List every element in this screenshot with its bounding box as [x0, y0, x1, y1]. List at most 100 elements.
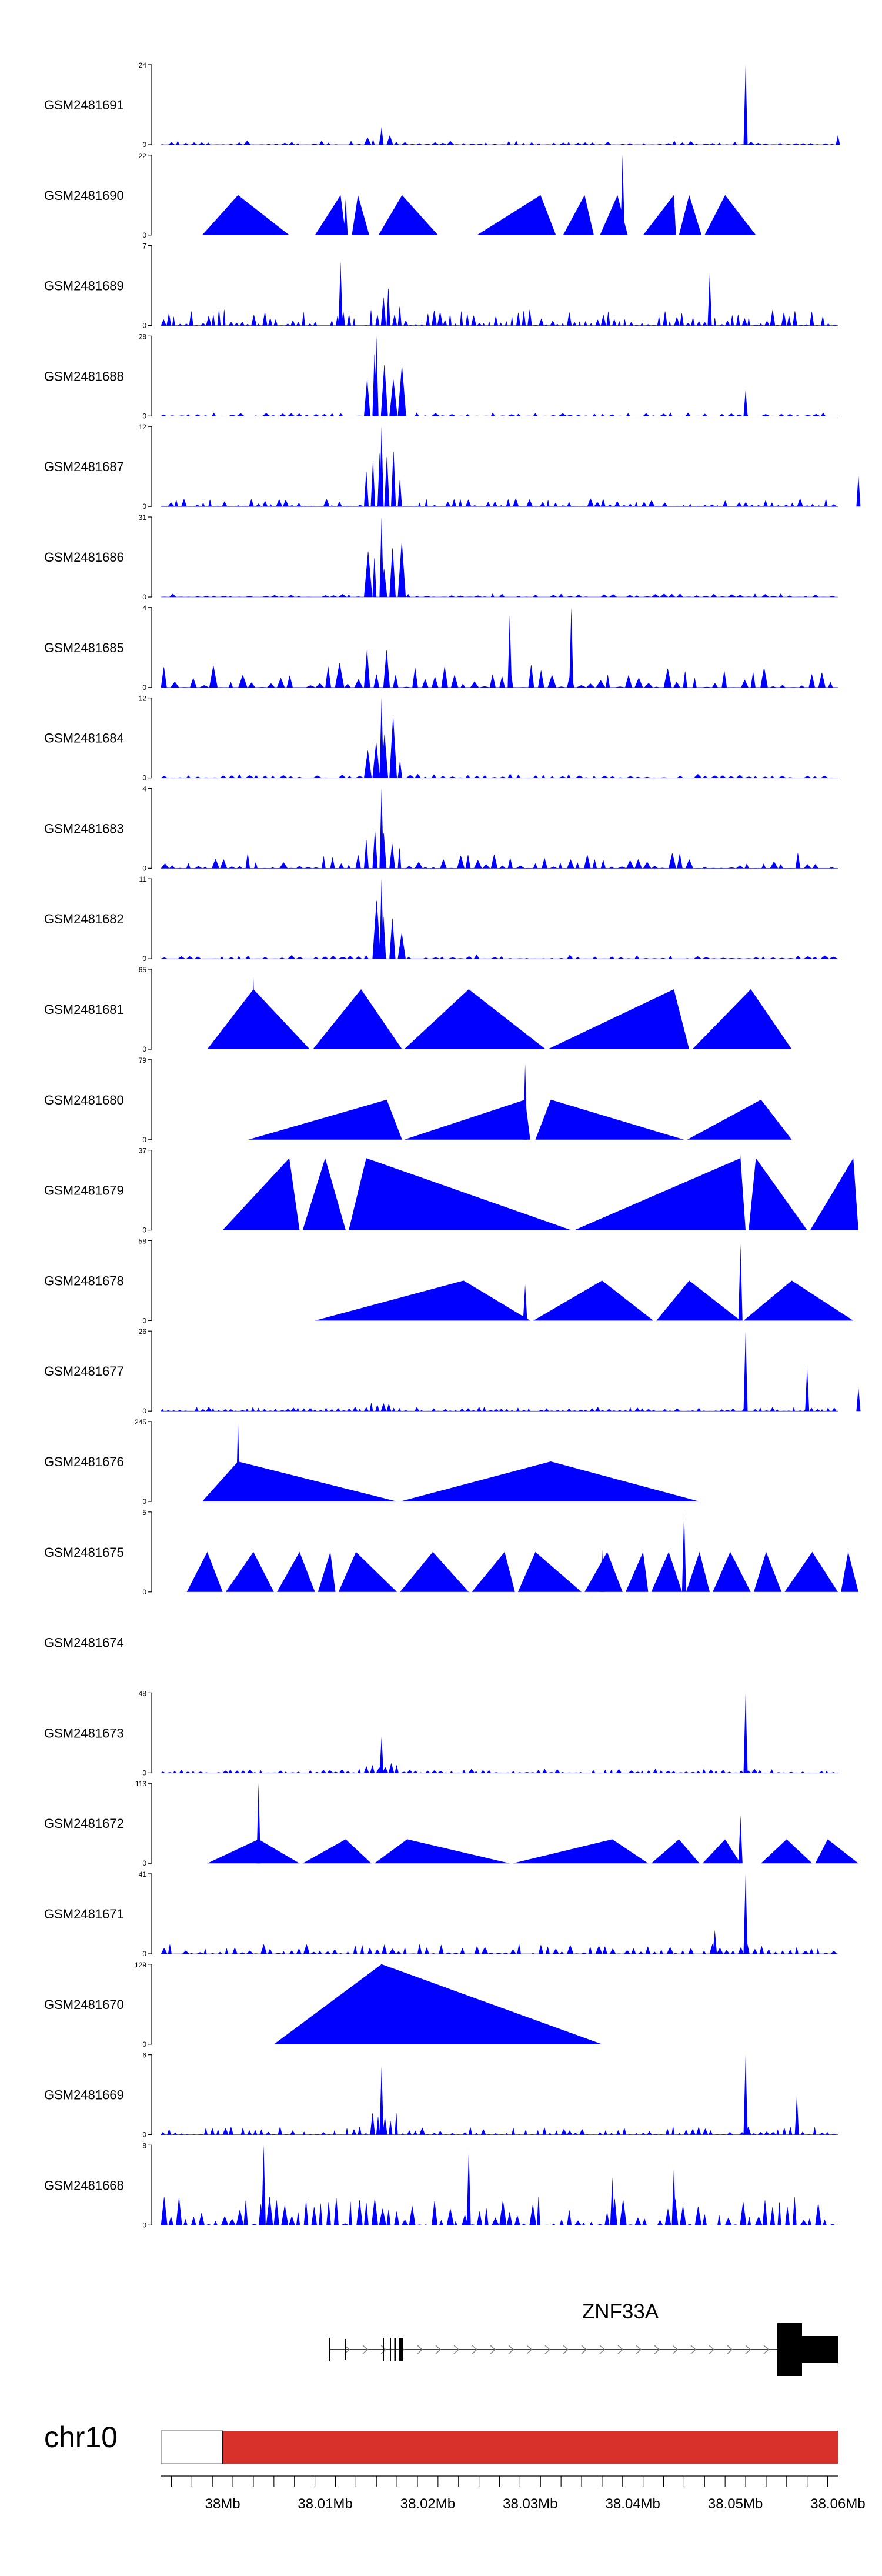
gene-exon: [390, 2338, 391, 2361]
coverage-block: [207, 989, 310, 1049]
coverage-peak: [379, 788, 384, 869]
coverage-block: [202, 1461, 397, 1501]
coverage-block: [743, 1280, 854, 1321]
y-min-label: 0: [142, 2040, 146, 2048]
y-min-label: 0: [142, 1859, 146, 1867]
track-GSM2481672: GSM2481672 113 0: [44, 1780, 858, 1867]
gene-model-ZNF33A: ZNF33A: [329, 2300, 838, 2376]
y-max-label: 28: [139, 332, 147, 341]
gene-exon: [399, 2338, 403, 2361]
strand-arrow: [709, 2345, 714, 2354]
coverage-peak: [743, 389, 748, 416]
track-label: GSM2481685: [44, 640, 124, 655]
axis-tick-label: 38.05Mb: [708, 2496, 763, 2512]
coverage-peak: [743, 1331, 748, 1412]
gene-name-label: ZNF33A: [582, 2300, 659, 2323]
coverage-peak: [261, 2145, 266, 2225]
strand-arrow: [508, 2345, 514, 2354]
y-min-label: 0: [142, 593, 146, 601]
track-label: GSM2481678: [44, 1273, 124, 1288]
strand-arrow: [380, 2345, 386, 2354]
strand-arrow: [344, 2345, 350, 2354]
coverage-block: [202, 195, 289, 235]
coverage-block: [749, 1158, 807, 1230]
ideogram-highlight: [222, 2431, 838, 2464]
coverage-block: [374, 1839, 510, 1864]
coverage-area: [161, 451, 838, 507]
coverage-block: [686, 1551, 710, 1592]
coverage-peak: [236, 1422, 240, 1501]
coverage-block: [704, 195, 756, 235]
coverage-block: [679, 195, 702, 235]
coverage-block: [273, 1964, 602, 2044]
coverage-peak: [671, 2169, 676, 2225]
coverage-block: [400, 1461, 700, 1501]
strand-arrow: [599, 2345, 605, 2354]
coverage-peak: [379, 698, 384, 778]
coverage-peak: [743, 1693, 748, 1773]
y-min-label: 0: [142, 1950, 146, 1958]
y-min-label: 0: [142, 1226, 146, 1234]
coverage-block: [400, 1551, 469, 1592]
coverage-peak: [600, 1548, 604, 1592]
y-min-label: 0: [142, 1407, 146, 1415]
y-max-label: 22: [139, 152, 147, 160]
coverage-peak: [251, 977, 256, 1049]
coverage-block: [584, 1551, 623, 1592]
track-GSM2481686: GSM2481686 31 0: [44, 513, 838, 601]
coverage-block: [315, 195, 346, 235]
coverage-peak: [507, 615, 512, 688]
y-min-label: 0: [142, 864, 146, 872]
coverage-block: [702, 1839, 741, 1864]
coverage-block: [248, 1099, 402, 1140]
y-min-label: 0: [142, 1588, 146, 1596]
track-label: GSM2481689: [44, 279, 124, 293]
coverage-peak: [569, 607, 574, 688]
coverage-peak: [523, 1284, 527, 1321]
track-GSM2481685: GSM2481685 4 0: [44, 604, 838, 692]
strand-arrow: [490, 2345, 496, 2354]
y-min-label: 0: [142, 2221, 146, 2229]
track-label: GSM2481668: [44, 2178, 124, 2193]
coverage-block: [810, 1158, 858, 1230]
strand-arrow: [672, 2345, 678, 2354]
y-max-label: 4: [142, 785, 146, 793]
coverage-peak: [743, 2054, 748, 2135]
coverage-peak: [713, 1930, 717, 1954]
strand-arrow: [617, 2345, 623, 2354]
y-min-label: 0: [142, 412, 146, 420]
strand-arrow: [526, 2345, 532, 2354]
y-min-label: 0: [142, 1136, 146, 1144]
coverage-peak: [466, 2149, 471, 2225]
coverage-peak: [671, 195, 676, 235]
coverage-block: [349, 1158, 572, 1230]
coverage-block: [626, 1551, 649, 1592]
strand-arrow: [745, 2345, 751, 2354]
coverage-block: [517, 1551, 582, 1592]
y-min-label: 0: [142, 231, 146, 239]
coverage-block: [656, 1280, 741, 1321]
coverage-peak: [379, 2067, 384, 2135]
strand-arrow: [654, 2345, 660, 2354]
track-GSM2481679: GSM2481679 37 0: [44, 1147, 858, 1234]
coverage-area: [161, 135, 838, 145]
y-max-label: 26: [139, 1327, 147, 1336]
ideogram-band: [161, 2430, 223, 2464]
coverage-block: [302, 1839, 372, 1864]
y-max-label: 8: [142, 2141, 146, 2150]
y-max-label: 48: [139, 1689, 147, 1697]
coverage-area: [161, 542, 838, 598]
coverage-peak: [610, 2177, 614, 2225]
y-max-label: 37: [139, 1147, 147, 1155]
track-label: GSM2481688: [44, 369, 124, 383]
track-label: GSM2481672: [44, 1816, 124, 1831]
coverage-peak: [743, 65, 748, 145]
strand-arrow: [581, 2345, 587, 2354]
coverage-area: [161, 354, 838, 416]
strand-arrow: [417, 2345, 423, 2354]
track-GSM2481668: GSM2481668 8 0: [44, 2141, 838, 2229]
y-max-label: 113: [135, 1780, 146, 1788]
y-max-label: 5: [142, 1509, 146, 1517]
coverage-block: [222, 1158, 300, 1230]
coverage-area: [161, 2197, 838, 2225]
